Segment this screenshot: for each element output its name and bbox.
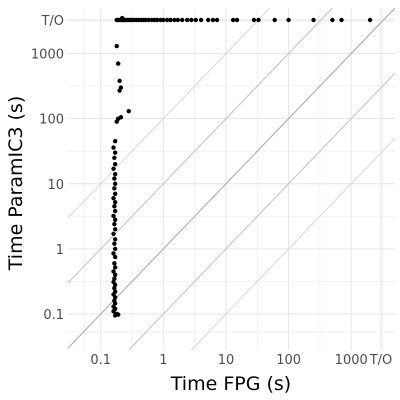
y-tick-label: T/O [40,14,64,29]
y-tick-label: 1 [56,243,64,258]
data-point [111,145,116,150]
data-point [112,186,117,191]
data-point [112,172,118,177]
data-point [112,155,117,161]
data-points [111,15,373,318]
reference-line [191,137,396,351]
data-point [112,272,118,277]
reference-line [67,7,271,219]
data-point [230,17,236,23]
y-tick-label: 1000 [31,48,64,63]
data-point [112,204,117,209]
reference-line [67,7,333,284]
data-point [111,269,116,274]
data-point [339,17,344,23]
data-point [112,227,118,232]
data-point [112,237,118,242]
data-point [112,254,118,260]
data-point [198,17,204,23]
major-grid [68,8,395,350]
reference-line [128,72,396,351]
y-tick-label: 10 [47,178,64,193]
data-point [112,139,118,144]
data-point [286,17,291,23]
x-tick-label: 1000 [335,353,368,368]
data-point [330,17,335,23]
data-point [189,17,194,23]
data-point [112,191,118,197]
data-point [367,17,373,23]
x-axis-tick-labels: 0.1 1 10 100 1000 T/O [90,353,392,368]
x-tick-label: T/O [369,353,393,368]
data-point [210,17,216,23]
data-point [112,261,117,266]
data-point [311,17,316,23]
data-point [155,17,160,23]
data-point [256,17,261,23]
data-point [175,17,180,23]
data-point [111,196,116,201]
x-axis-title: Time FPG (s) [170,373,291,395]
data-point [111,213,116,219]
data-point [251,17,257,23]
data-point [112,208,118,214]
data-point [115,61,121,66]
data-point [172,17,177,23]
data-point [180,17,185,23]
x-tick-label: 100 [276,353,301,368]
y-axis-title: Time ParamIC3 (s) [5,96,27,271]
data-point [234,17,240,23]
data-point [114,43,119,49]
reference-lines [67,7,396,351]
data-point [112,200,118,205]
data-point [112,298,117,303]
data-point [112,221,117,227]
y-axis-tick-labels: 0.1 1 10 100 1000 T/O [31,14,64,323]
data-point [214,17,220,23]
x-tick-label: 0.1 [90,353,111,368]
data-point [111,166,116,171]
reference-line [67,7,396,349]
data-point [112,150,118,155]
data-point [112,161,118,167]
data-point [118,115,124,120]
x-tick-label: 1 [159,353,167,368]
data-point [112,265,118,270]
data-point [161,17,166,23]
data-point [119,15,125,21]
y-tick-label: 100 [39,113,64,128]
data-point [126,109,131,114]
data-point [111,231,116,237]
data-point [114,311,119,317]
data-point [184,17,190,23]
data-point [112,289,118,294]
data-point [112,217,118,222]
data-point [111,279,116,285]
data-point [117,78,122,84]
y-tick-label: 0.1 [43,308,64,323]
data-point [206,17,211,23]
data-point [168,17,173,23]
data-point [146,17,151,23]
x-tick-label: 10 [218,353,235,368]
data-point [193,17,199,23]
data-point [112,241,117,246]
data-point [112,246,118,252]
data-point [112,176,117,181]
data-point [112,181,118,186]
data-point [272,17,277,23]
data-point [164,17,170,23]
data-point [111,251,116,256]
data-point [112,276,117,281]
data-point [118,85,124,90]
